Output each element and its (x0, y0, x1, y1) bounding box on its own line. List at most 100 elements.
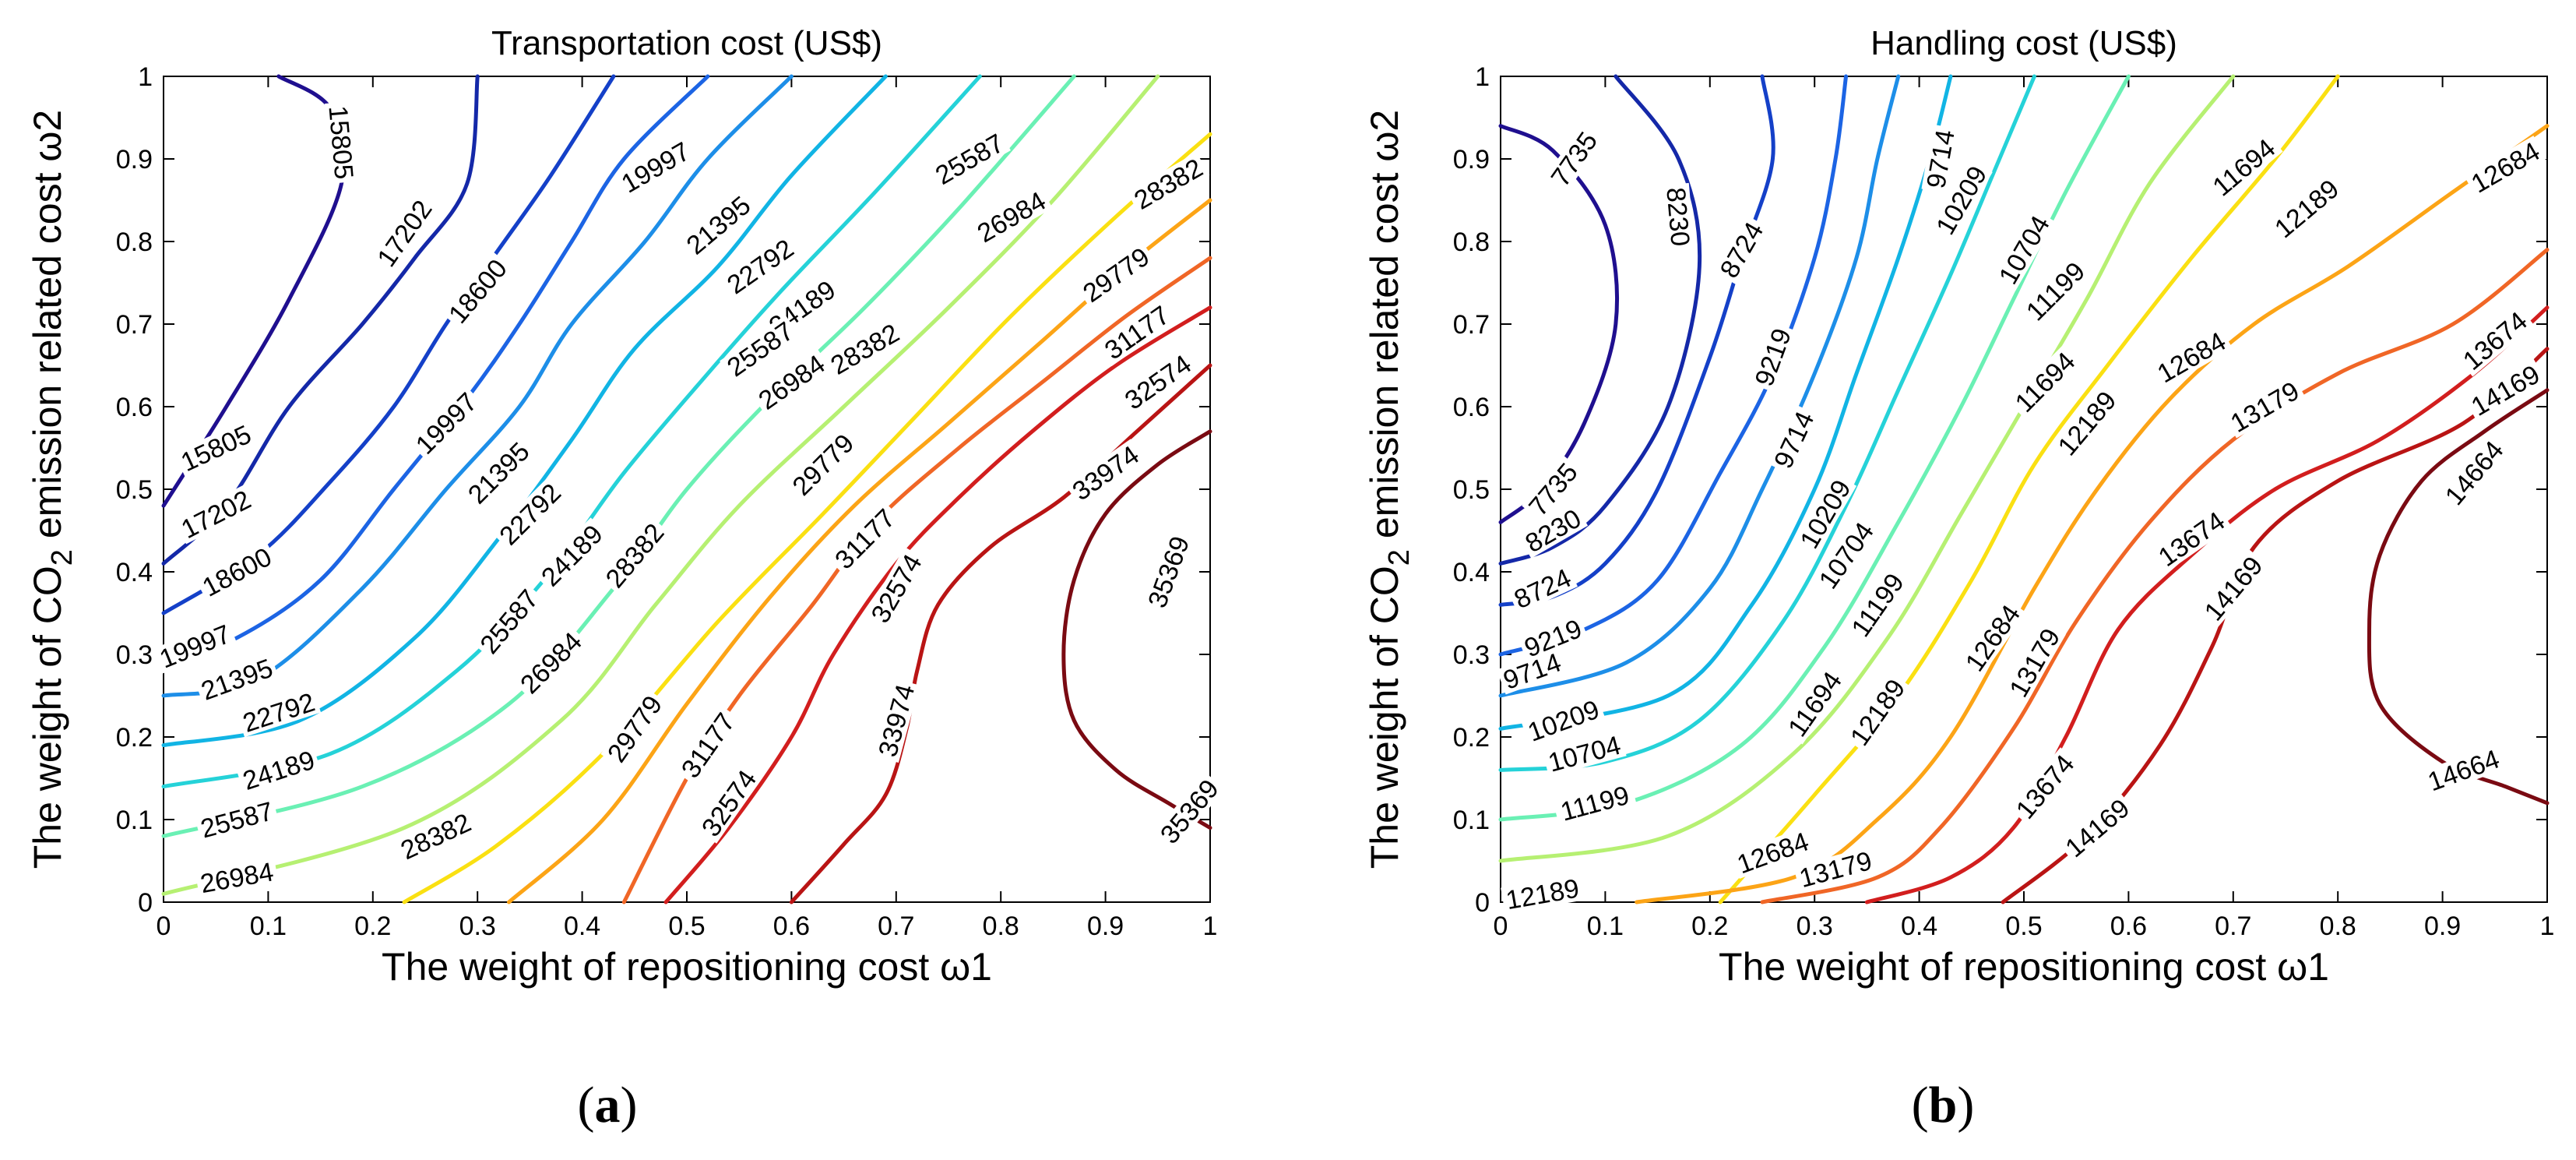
contour-label-bg (1843, 564, 1912, 646)
contour-label-bg (2008, 747, 2082, 826)
contour-label: 18600 (442, 252, 514, 330)
contour-label-bg (1793, 845, 1878, 893)
contour-label-text: 32574 (696, 765, 762, 842)
contour-label-text: 14169 (2199, 551, 2269, 626)
x-axis-label: The weight of repositioning cost ω1 (382, 945, 992, 989)
contour-label-bg (1501, 873, 1585, 915)
contour-label-bg (1544, 124, 1604, 194)
x-tick-label: 0.2 (354, 911, 391, 941)
x-tick-label: 0.7 (2215, 911, 2251, 941)
contour-label-text: 29779 (602, 690, 668, 767)
contour-label-bg (1780, 663, 1849, 745)
contour-label: 14169 (2197, 548, 2269, 628)
contour-label-bg (1958, 597, 2027, 679)
contour-label-text: 29779 (787, 428, 860, 502)
contour-label: 26984 (195, 857, 279, 899)
y-tick-label: 0.3 (1453, 640, 1490, 670)
y-tick-label: 0.9 (1453, 145, 1490, 175)
contour-label-text: 29779 (1078, 242, 1155, 309)
y-tick-label: 0.7 (1453, 310, 1490, 340)
contour-label-text: 14664 (2440, 435, 2510, 511)
contour-label-bg (674, 704, 742, 786)
contour-label-text: 13674 (2153, 506, 2230, 573)
contour-label-bg (153, 619, 238, 674)
contour-label: 22792 (236, 687, 322, 739)
contour-label-text: 35369 (1142, 532, 1195, 612)
contour-label: 21395 (678, 189, 758, 261)
contour-panel-a: Transportation cost (US$) 0 0.1 0.2 0.3 0.4 0… (26, 24, 1226, 1134)
y-tick-label: 0 (138, 888, 153, 918)
contour-label: 14169 (2057, 792, 2137, 864)
contour-label-text: 22792 (239, 687, 318, 738)
axis-ticks: 0 0.1 0.2 0.3 0.4 0.5 0.6 0.7 0.8 0.9 1 0 0.1 0.2 0.3 0… (1453, 62, 2555, 941)
panel-label-b: (b) (1912, 1077, 1975, 1134)
contour-line-22792 (161, 74, 888, 748)
contour-lines (1498, 74, 2550, 904)
contour-label-bg (2464, 358, 2547, 422)
contour-label: 26984 (970, 185, 1053, 249)
contour-label: 17202 (174, 484, 258, 545)
contour-label-text: 14169 (2060, 793, 2135, 863)
contour-label-text: 28382 (600, 518, 670, 594)
contour-label-text: 26984 (973, 186, 1051, 249)
contour-line-35369 (1061, 429, 1212, 830)
y-tick-label: 0.8 (116, 227, 153, 257)
y-tick-label: 0.4 (116, 558, 153, 587)
contour-label-bg (864, 547, 928, 630)
contour-line-18600 (161, 74, 616, 615)
contour-label-bg (2197, 548, 2269, 628)
contour-label-bg (2017, 253, 2093, 330)
contour-line-11694 (1498, 74, 2236, 863)
y-tick-label: 0.8 (1453, 227, 1490, 257)
contour-label-bg (1768, 404, 1820, 475)
contour-label-text: 25587 (198, 796, 276, 844)
contour-label-bg (473, 582, 545, 661)
contour-label-bg (195, 857, 279, 897)
contour-label-text: 32574 (1120, 349, 1197, 415)
contour-label-bg (491, 476, 568, 552)
x-tick-label: 0.4 (564, 911, 600, 941)
y-tick-label: 0.6 (1453, 393, 1490, 422)
contour-label: 19997 (408, 385, 484, 461)
contour-label-text: 22792 (722, 234, 799, 300)
y-tick-label: 0.7 (116, 310, 153, 340)
contour-label: 33974 (1065, 439, 1146, 506)
contour-label-bg (533, 517, 610, 594)
contour-label-text: 10704 (1994, 211, 2056, 290)
contour-line-8230 (1498, 74, 1702, 566)
contour-label-text: 26984 (198, 857, 276, 899)
contour-label-bg (2050, 383, 2123, 463)
contour-label: 12189 (1501, 873, 1585, 915)
contour-label-bg (194, 653, 280, 706)
contour-label-bg (195, 541, 279, 603)
contour-label-bg (678, 189, 758, 261)
contour-label-text: 13674 (2011, 749, 2081, 825)
contour-label: 19997 (153, 619, 238, 675)
contour-label-bg (512, 625, 589, 701)
contour-label-text: 18600 (198, 542, 276, 603)
contour-label-bg (236, 687, 322, 738)
contour-label-text: 12684 (2466, 136, 2545, 199)
contour-label-bg (393, 807, 478, 866)
contour-label-bg (1793, 472, 1857, 555)
contour-label-bg (2223, 375, 2307, 439)
contour-line-25587 (161, 74, 1076, 838)
contour-label-bg (1812, 514, 1880, 596)
contour-label-bg (2057, 792, 2137, 864)
contour-label: 13674 (2151, 505, 2232, 573)
contour-label-bg (2267, 172, 2346, 245)
contour-label-bg (1507, 562, 1578, 615)
y-axis-label-prefix: The weight of CO (1363, 566, 1406, 869)
contour-label-text: 13179 (2004, 624, 2066, 703)
x-tick-label: 0.1 (250, 911, 287, 941)
contour-label: 26984 (512, 625, 589, 701)
contour-label-text: 14664 (2424, 744, 2504, 797)
y-tick-label: 0.2 (116, 723, 153, 753)
contour-label-bg (2204, 131, 2283, 203)
contour-label: 13674 (2008, 747, 2082, 826)
contour-label-text: 9714 (1921, 128, 1961, 191)
contour-label-text: 9714 (1768, 407, 1820, 474)
contour-label-bg (174, 418, 259, 478)
contour-line-21395 (161, 74, 794, 698)
